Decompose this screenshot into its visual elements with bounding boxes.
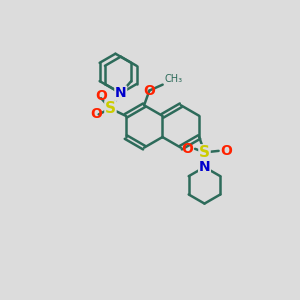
Text: CH₃: CH₃ <box>164 74 182 84</box>
Text: N: N <box>199 160 210 174</box>
Text: O: O <box>91 107 103 122</box>
Text: O: O <box>221 144 232 158</box>
Text: O: O <box>143 83 155 98</box>
Text: O: O <box>181 142 193 156</box>
Text: S: S <box>199 145 210 160</box>
Text: S: S <box>105 101 116 116</box>
Text: N: N <box>115 86 127 100</box>
Text: O: O <box>95 89 107 103</box>
